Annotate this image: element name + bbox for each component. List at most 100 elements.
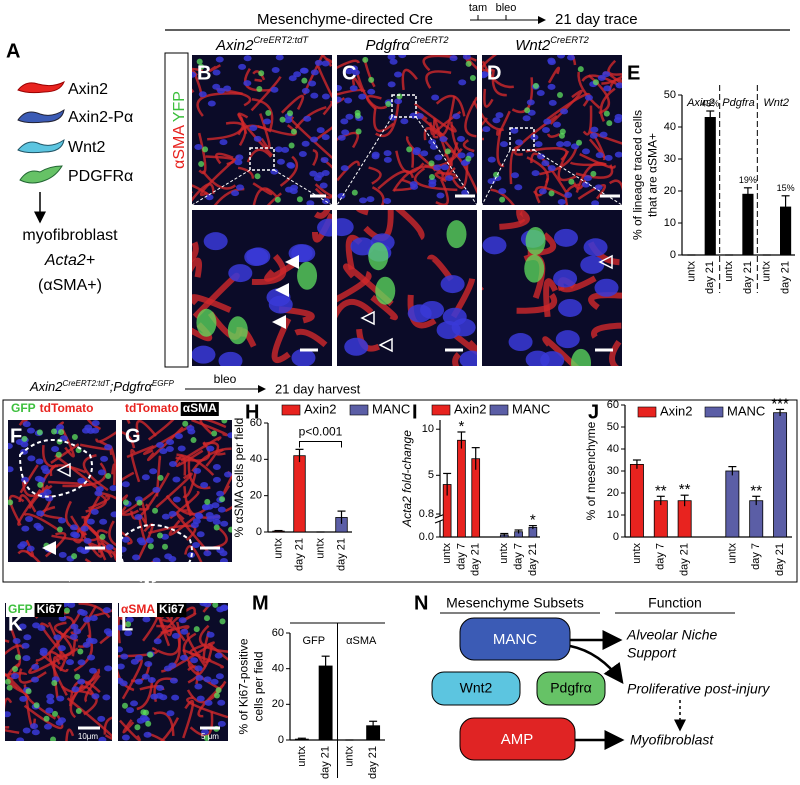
yfp-cell (190, 437, 197, 444)
yfp-cell (215, 687, 222, 694)
tissue-strand (259, 113, 271, 149)
nucleus (166, 710, 175, 717)
nucleus (193, 467, 202, 474)
nucleus (413, 147, 422, 154)
bar (773, 412, 788, 538)
nucleus (400, 118, 409, 125)
tissue-strand (126, 445, 155, 459)
nucleus (613, 117, 622, 124)
nucleus (98, 736, 107, 741)
image-label: tdTomato (125, 401, 179, 415)
image-label: GFP (8, 602, 33, 616)
nucleus (201, 503, 210, 510)
bar (742, 193, 754, 256)
yfp-cell (606, 120, 613, 127)
legend-swatch (704, 406, 724, 418)
yfp-cell (204, 498, 211, 505)
tissue-strand (543, 278, 559, 318)
nucleus (160, 533, 169, 540)
group-label: GFP (302, 635, 325, 647)
nucleus (203, 550, 212, 557)
nucleus (534, 141, 543, 148)
nucleus (583, 175, 592, 182)
tissue-strand (176, 453, 215, 476)
significance: ** (750, 482, 762, 499)
nucleus (271, 67, 280, 74)
nucleus (337, 218, 354, 237)
nucleus (165, 446, 174, 453)
nucleus (219, 558, 228, 562)
tissue-strand (192, 68, 199, 77)
timeline-step: bleo (214, 372, 237, 386)
nucleus (358, 93, 367, 100)
tissue-strand (189, 711, 214, 737)
y-axis-label: % of mesenchyme (584, 421, 598, 520)
yfp-cell (196, 58, 203, 65)
nucleus (130, 658, 139, 665)
tissue-strand (17, 488, 42, 526)
tissue-strand (377, 169, 415, 190)
nucleus (105, 630, 112, 637)
yfp-cell (33, 702, 40, 709)
nucleus (91, 693, 100, 700)
image-label: αSMA (183, 401, 217, 415)
yfp-cell (577, 66, 584, 73)
yfp-cell (56, 438, 63, 445)
nucleus (234, 159, 243, 166)
legend-label: Axin2 (454, 401, 487, 416)
zoom-box (249, 147, 275, 171)
tissue-strand (252, 70, 266, 81)
nucleus (563, 140, 572, 147)
yfp-cell (162, 543, 169, 550)
tissue-strand (160, 717, 180, 741)
tissue-strand (118, 719, 141, 741)
tissue-strand (281, 94, 305, 114)
yfp-cell (55, 451, 62, 458)
y-tick-label: 0 (670, 249, 676, 261)
tissue-strand (254, 78, 263, 82)
panel-letter: J (588, 401, 599, 423)
nucleus (457, 152, 466, 159)
nucleus (82, 641, 91, 648)
tissue-strand (122, 531, 133, 545)
nucleus (192, 345, 216, 364)
y-tick-label: 0 (613, 531, 619, 543)
nucleus (268, 295, 293, 314)
nucleus (138, 539, 147, 546)
nucleus (223, 85, 232, 92)
nucleus (439, 136, 448, 143)
yfp-cell (74, 673, 81, 680)
nucleus (58, 551, 67, 558)
panel-letter: L (121, 613, 133, 635)
tissue-strand (201, 170, 237, 190)
tissue-strand (294, 328, 328, 348)
x-tick-label: untx (343, 746, 355, 767)
nucleus (8, 443, 13, 450)
yfp-cell (198, 160, 205, 167)
nucleus (217, 720, 226, 727)
nucleus (150, 693, 159, 700)
legend-swatch (431, 404, 451, 416)
significance: ** (679, 481, 691, 498)
label-chip (123, 402, 181, 416)
nucleus (30, 676, 39, 683)
nucleus (434, 154, 443, 161)
nucleus (149, 468, 158, 475)
nucleus (231, 190, 240, 197)
tissue-strand (82, 454, 109, 492)
nucleus (21, 525, 30, 532)
tissue-strand (368, 166, 382, 185)
nucleus (156, 684, 165, 691)
tissue-strand (337, 270, 372, 303)
tissue-strand (450, 159, 469, 190)
tissue-strand (192, 67, 204, 94)
function-label: Proliferative post-injury (627, 681, 770, 697)
nucleus (595, 152, 604, 159)
y-axis-label: that are αSMA+ (646, 133, 660, 217)
yfp-cell (428, 173, 435, 180)
x-tick-label: day 21 (704, 261, 716, 294)
yfp-cell (465, 155, 472, 162)
genotype-sup: CreERT2:tdT (253, 35, 309, 45)
tissue-strand (168, 516, 196, 536)
nucleus (40, 464, 49, 471)
